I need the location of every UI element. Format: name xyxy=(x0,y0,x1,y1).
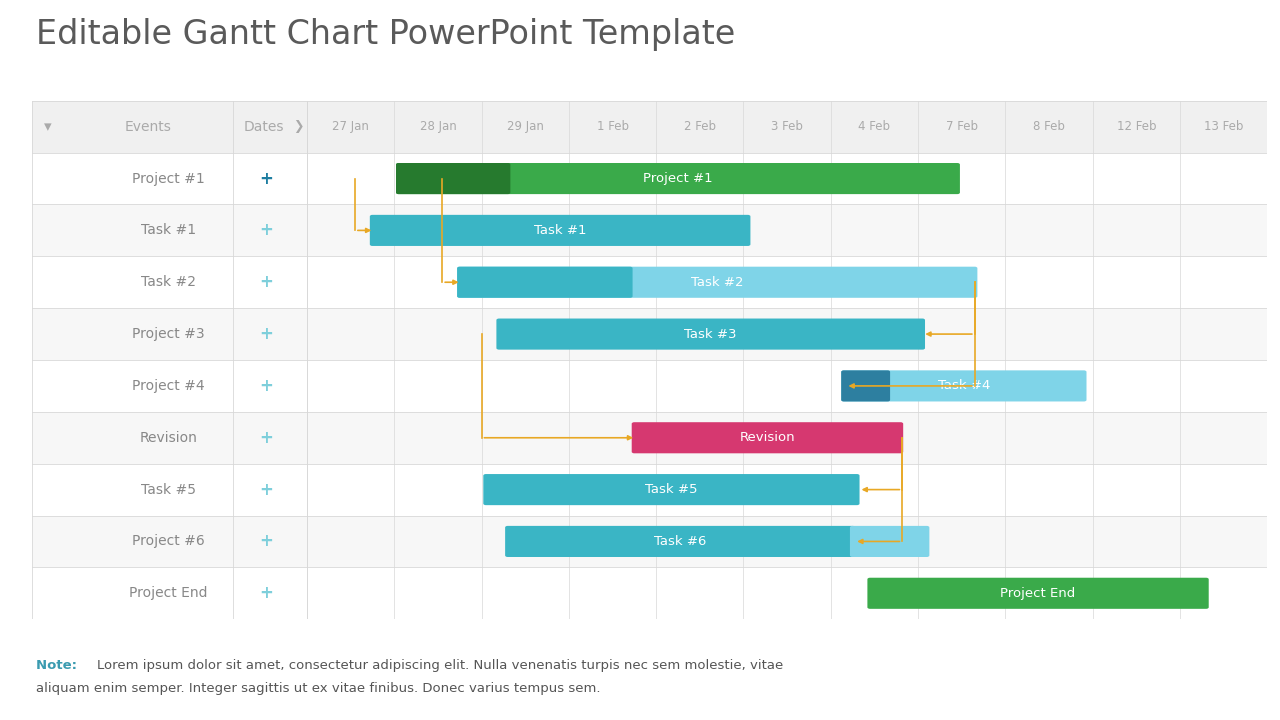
FancyBboxPatch shape xyxy=(396,163,960,194)
Text: Events: Events xyxy=(125,120,172,134)
FancyBboxPatch shape xyxy=(632,422,904,454)
Bar xyxy=(32,516,1267,567)
FancyBboxPatch shape xyxy=(506,526,855,557)
FancyBboxPatch shape xyxy=(850,526,929,557)
Text: Task #4: Task #4 xyxy=(938,379,989,392)
Text: Revision: Revision xyxy=(740,431,795,444)
Text: Project End: Project End xyxy=(1001,587,1075,600)
Text: +: + xyxy=(260,222,273,239)
Text: 8 Feb: 8 Feb xyxy=(1033,120,1065,133)
Text: +: + xyxy=(260,273,273,291)
Bar xyxy=(32,101,1267,153)
Text: +: + xyxy=(260,325,273,343)
Text: Dates: Dates xyxy=(243,120,284,134)
Bar xyxy=(32,464,1267,516)
Bar xyxy=(32,412,1267,464)
Text: Task #5: Task #5 xyxy=(645,483,698,496)
Text: Project #4: Project #4 xyxy=(132,379,205,393)
FancyBboxPatch shape xyxy=(497,318,925,350)
FancyBboxPatch shape xyxy=(457,266,632,298)
Text: 27 Jan: 27 Jan xyxy=(333,120,369,133)
Bar xyxy=(32,256,1267,308)
Text: +: + xyxy=(260,481,273,498)
Text: Lorem ipsum dolor sit amet, consectetur adipiscing elit. Nulla venenatis turpis : Lorem ipsum dolor sit amet, consectetur … xyxy=(97,659,783,672)
FancyBboxPatch shape xyxy=(841,370,1087,402)
Text: +: + xyxy=(260,377,273,395)
FancyBboxPatch shape xyxy=(396,163,511,194)
Bar xyxy=(32,360,1267,412)
Text: Note:: Note: xyxy=(36,659,82,672)
Text: +: + xyxy=(260,585,273,602)
FancyBboxPatch shape xyxy=(457,266,978,298)
Text: 1 Feb: 1 Feb xyxy=(596,120,628,133)
Text: 4 Feb: 4 Feb xyxy=(859,120,891,133)
Text: 7 Feb: 7 Feb xyxy=(946,120,978,133)
Bar xyxy=(32,308,1267,360)
Text: Project End: Project End xyxy=(129,586,207,600)
Text: aliquam enim semper. Integer sagittis ut ex vitae finibus. Donec varius tempus s: aliquam enim semper. Integer sagittis ut… xyxy=(36,682,600,695)
Text: +: + xyxy=(260,533,273,551)
Text: 13 Feb: 13 Feb xyxy=(1204,120,1243,133)
Text: Project #3: Project #3 xyxy=(132,327,205,341)
Text: Task #2: Task #2 xyxy=(691,276,744,289)
Text: Task #2: Task #2 xyxy=(141,275,196,289)
Text: Task #5: Task #5 xyxy=(141,482,196,497)
Text: 2 Feb: 2 Feb xyxy=(684,120,716,133)
Text: Project #1: Project #1 xyxy=(132,171,205,186)
FancyBboxPatch shape xyxy=(841,370,890,402)
Text: 28 Jan: 28 Jan xyxy=(420,120,456,133)
Text: 29 Jan: 29 Jan xyxy=(507,120,544,133)
Text: Task #6: Task #6 xyxy=(654,535,707,548)
Text: Revision: Revision xyxy=(140,431,197,445)
Bar xyxy=(32,567,1267,619)
Text: Task #1: Task #1 xyxy=(141,223,196,238)
Text: Editable Gantt Chart PowerPoint Template: Editable Gantt Chart PowerPoint Template xyxy=(36,18,735,51)
Text: Project #6: Project #6 xyxy=(132,534,205,549)
Text: Task #3: Task #3 xyxy=(685,328,737,341)
Text: +: + xyxy=(260,429,273,446)
FancyBboxPatch shape xyxy=(484,474,860,505)
Bar xyxy=(32,153,1267,204)
Text: +: + xyxy=(260,169,273,187)
Text: Project #1: Project #1 xyxy=(643,172,713,185)
Text: ❯: ❯ xyxy=(293,120,303,133)
Text: 3 Feb: 3 Feb xyxy=(771,120,803,133)
FancyBboxPatch shape xyxy=(370,215,750,246)
Text: Task #1: Task #1 xyxy=(534,224,586,237)
Text: 12 Feb: 12 Feb xyxy=(1116,120,1156,133)
Bar xyxy=(32,204,1267,256)
FancyBboxPatch shape xyxy=(868,577,1208,609)
Text: ▾: ▾ xyxy=(44,120,51,134)
